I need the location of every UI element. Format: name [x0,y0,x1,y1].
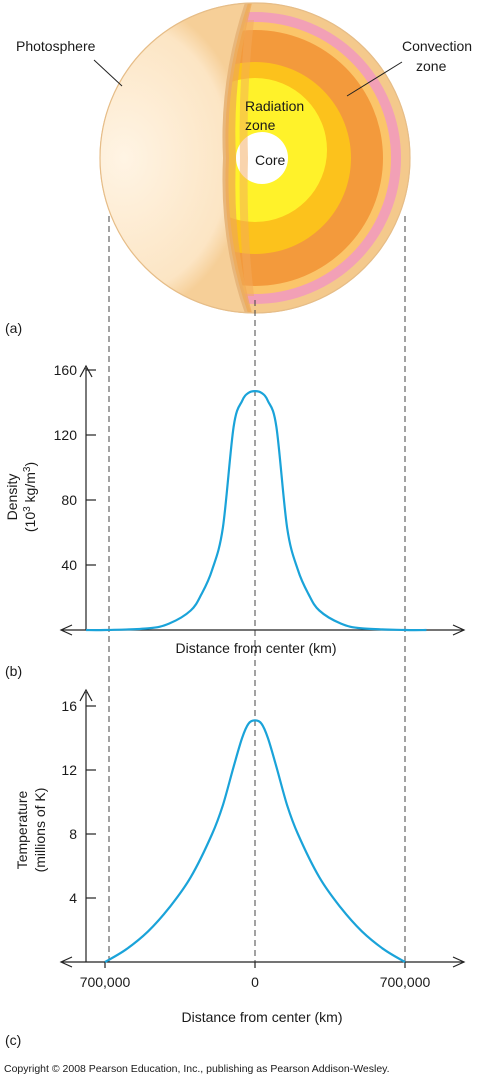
density-ylabel-line2: (103 kg/m3) [22,462,38,532]
convection-label-line1: Convection [402,38,472,54]
panel-a-tag: (a) [5,320,22,336]
convection-label-line2: zone [416,58,447,74]
radiation-label-line1: Radiation [245,98,304,114]
core-disk [236,132,288,184]
temperature-ylabel-line1: Temperature [14,790,30,869]
temperature-ytick-label: 16 [61,698,77,714]
density-ytick-label: 80 [61,492,77,508]
photosphere-leader [93,59,123,87]
temperature-xtick-label: 0 [251,974,259,990]
photosphere-left-half [100,3,248,313]
temperature-ytick-label: 4 [69,890,77,906]
density-ytick-label: 40 [61,557,77,573]
temperature-xlabel: Distance from center (km) [181,1009,342,1025]
panel-c-tag: (c) [5,1032,21,1048]
photosphere-label: Photosphere [16,38,96,54]
core-label: Core [255,152,286,168]
density-chart: 40 80 120 160 [54,362,466,636]
temperature-ylabel-line2: (millions of K) [32,788,48,873]
temperature-ytick-label: 8 [69,826,77,842]
convection-leader [346,61,403,97]
temperature-xtick-label: 700,000 [80,974,131,990]
density-curve [85,390,427,632]
copyright-text: Copyright © 2008 Pearson Education, Inc.… [4,1063,390,1075]
temperature-xtick-label: 700,000 [380,974,431,990]
density-ytick-label: 120 [54,427,78,443]
panel-b-tag: (b) [5,663,22,679]
temperature-chart: 4 8 12 16 700,000 0 700,000 [59,688,466,990]
density-ytick-label: 160 [54,362,78,378]
density-xlabel: Distance from center (km) [175,640,336,656]
sun-cutaway: Photosphere Convection zone Radiation zo… [16,2,472,314]
radiation-label-line2: zone [245,117,276,133]
density-ylabel-line1: Density [4,474,20,521]
temperature-ytick-label: 12 [61,762,77,778]
temperature-curve [104,719,406,963]
